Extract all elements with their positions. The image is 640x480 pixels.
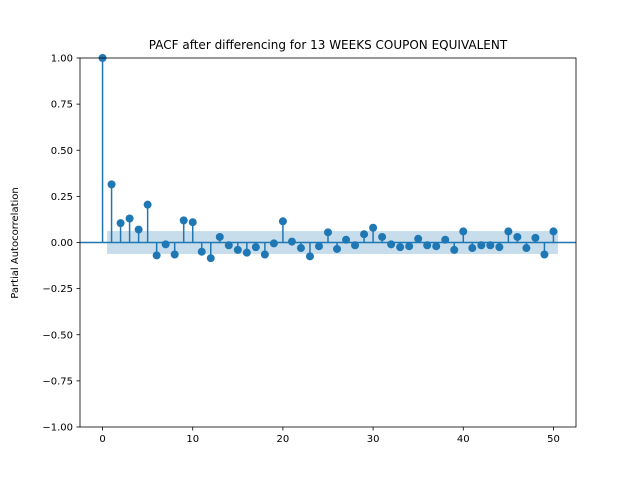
y-tick-label: −0.25 xyxy=(42,284,73,295)
stem-marker xyxy=(269,239,278,248)
plot-area: 0 10 20 30 40 50 −1.00 −0.75 −0.50 −0.25 0.00 0.25 0… xyxy=(42,54,577,445)
stem-marker xyxy=(251,243,260,252)
y-tick-label: 0.00 xyxy=(51,238,73,249)
stem-marker xyxy=(549,227,558,236)
stem-marker xyxy=(314,242,323,251)
stem-marker xyxy=(459,227,468,236)
stem-marker xyxy=(179,216,188,225)
stem-marker xyxy=(342,235,351,244)
stem-marker xyxy=(296,244,305,253)
stem-marker xyxy=(396,243,405,252)
stem-marker xyxy=(188,218,197,227)
stem-marker xyxy=(134,225,143,234)
stem-marker xyxy=(504,227,513,236)
y-tick-label: −0.75 xyxy=(42,376,73,387)
stem-marker xyxy=(125,214,134,223)
stem-marker xyxy=(387,240,396,249)
stem-marker xyxy=(260,250,269,259)
x-tick-label: 30 xyxy=(367,434,380,445)
stem-marker xyxy=(324,228,332,237)
stem-marker xyxy=(405,242,414,251)
stem-marker xyxy=(369,223,378,232)
stem-marker xyxy=(531,233,540,242)
stem-marker xyxy=(161,240,170,249)
stem-marker xyxy=(441,235,450,244)
stem-marker xyxy=(378,232,387,241)
stem-marker xyxy=(287,237,296,246)
stem-marker xyxy=(242,248,251,257)
stem-marker xyxy=(278,217,287,226)
y-tick-label: 0.25 xyxy=(51,192,73,203)
stem-marker xyxy=(450,245,459,254)
stem-marker xyxy=(197,247,206,256)
stem-marker xyxy=(522,244,531,253)
stem-marker xyxy=(152,251,161,260)
stem-marker xyxy=(423,241,432,250)
x-tick-label: 20 xyxy=(277,434,290,445)
y-axis-label: Partial Autocorrelation xyxy=(10,187,21,298)
y-tick-label: −1.00 xyxy=(42,423,73,434)
stem-marker xyxy=(486,241,495,250)
stem-marker xyxy=(116,219,125,228)
y-tick-label: 0.50 xyxy=(51,146,73,157)
stem-marker xyxy=(351,241,360,250)
stem-marker xyxy=(215,232,224,241)
stem-marker xyxy=(540,250,549,259)
y-tick-label: 1.00 xyxy=(51,54,73,65)
x-tick-label: 40 xyxy=(457,434,470,445)
y-tick-label: −0.50 xyxy=(42,330,73,341)
stem-marker xyxy=(468,244,477,253)
x-tick-label: 0 xyxy=(99,434,105,445)
stem-marker xyxy=(414,234,423,243)
stem-marker xyxy=(170,250,179,259)
stem-marker xyxy=(143,200,152,209)
stem-marker xyxy=(233,245,242,254)
stem-marker xyxy=(495,243,504,252)
chart-title: PACF after differencing for 13 WEEKS COU… xyxy=(149,38,508,52)
stem-marker xyxy=(360,230,369,239)
stem-marker xyxy=(432,242,441,251)
stem-marker xyxy=(107,180,116,189)
stem-marker xyxy=(333,244,342,253)
y-tick-label: 0.75 xyxy=(51,100,73,111)
x-tick-label: 10 xyxy=(186,434,199,445)
x-tick-label: 50 xyxy=(547,434,560,445)
stem-marker xyxy=(206,254,215,263)
stem-marker xyxy=(477,241,486,250)
stem-marker xyxy=(513,232,522,241)
stem-marker xyxy=(305,252,314,261)
stem-marker xyxy=(224,241,233,250)
